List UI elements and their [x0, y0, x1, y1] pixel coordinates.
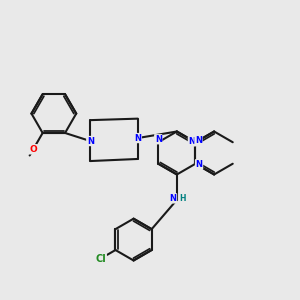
Text: Cl: Cl: [95, 254, 106, 263]
Text: N: N: [87, 136, 94, 146]
Text: N: N: [196, 160, 202, 169]
Text: N: N: [188, 137, 195, 146]
Text: H: H: [180, 194, 186, 203]
Text: N: N: [155, 135, 162, 144]
Text: N: N: [169, 194, 176, 203]
Text: N: N: [134, 134, 141, 142]
Text: O: O: [29, 145, 37, 154]
Text: N: N: [195, 136, 202, 145]
